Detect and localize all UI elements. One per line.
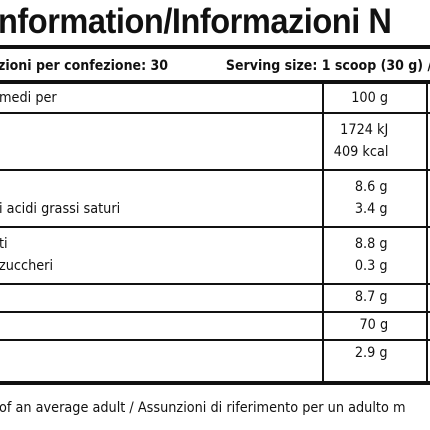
row-rule (0, 311, 430, 313)
row-rule (0, 226, 430, 228)
servings: zioni per confezione: 30 (0, 58, 169, 74)
row-rule (0, 283, 430, 285)
nutrient-value: 70 g (359, 317, 388, 333)
title: nformation/Informazioni N (0, 2, 392, 41)
serving-size: Serving size: 1 scoop (30 g) / (225, 58, 430, 74)
footer: of an average adult / Assunzioni di rife… (0, 400, 406, 416)
nutrient-value: 3.4 g (355, 201, 388, 217)
nutrient-value: 8.7 g (355, 289, 388, 305)
nutrient-label: ti (0, 236, 8, 252)
nutrient-label: medi per (0, 90, 57, 106)
rule (0, 45, 430, 49)
row-rule (0, 169, 430, 171)
nutrient-value: 1724 kJ (339, 122, 388, 138)
nutrient-value: 409 kcal (333, 144, 388, 160)
column-divider (322, 84, 324, 383)
rule (0, 80, 430, 84)
row-rule (0, 112, 430, 114)
nutrient-value: 0.3 g (355, 258, 388, 274)
nutrient-value: 8.8 g (355, 236, 388, 252)
nutrient-label: zuccheri (0, 258, 54, 274)
row-rule (0, 339, 430, 341)
column-divider (426, 84, 428, 383)
nutrient-value: 8.6 g (355, 179, 388, 195)
nutrient-label: i acidi grassi saturi (0, 201, 121, 217)
rule (0, 381, 430, 385)
nutrient-value: 2.9 g (355, 345, 388, 361)
nutrient-value: 100 g (351, 90, 388, 106)
